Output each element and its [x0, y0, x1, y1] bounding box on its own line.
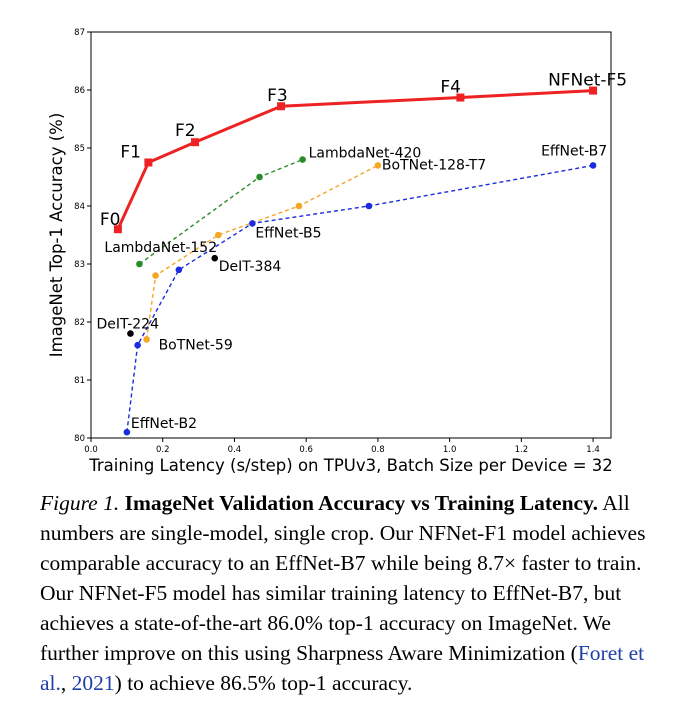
caption-body-text-end: ) to achieve 86.5% top-1 accuracy. — [114, 671, 413, 695]
series-lambdanet — [136, 156, 306, 268]
data-point-effnet — [365, 202, 373, 210]
data-point-botnet — [152, 272, 159, 279]
data-point-nfnet — [456, 93, 465, 102]
data-label-nfnet: F4 — [440, 78, 461, 98]
data-point-lambdanet — [256, 173, 263, 181]
series-deit — [127, 254, 219, 337]
data-label-deit: DeIT-224 — [96, 317, 159, 333]
data-point-lambdanet — [299, 156, 306, 163]
x-tick-label: 0.4 — [228, 445, 242, 455]
data-label-nfnet: NFNet-F5 — [548, 71, 627, 91]
y-tick-label: 81 — [74, 376, 85, 386]
data-label-nfnet: F0 — [100, 210, 121, 230]
data-label-botnet: BoTNet-59 — [159, 337, 233, 353]
x-tick-label: 1.0 — [443, 445, 457, 455]
series-line-effnet — [126, 164, 594, 433]
y-tick-label: 87 — [74, 28, 85, 38]
data-point-effnet — [134, 341, 141, 349]
data-label-nfnet: F2 — [175, 121, 196, 141]
y-tick-label: 83 — [74, 260, 85, 270]
series-line-nfnet — [116, 89, 594, 230]
y-tick-label: 85 — [74, 144, 85, 154]
caption-title: ImageNet Validation Accuracy vs Training… — [124, 491, 599, 515]
plot-frame — [90, 31, 612, 439]
x-tick-label: 1.4 — [586, 445, 600, 455]
data-point-deit — [127, 330, 134, 337]
caption-body-text: All numbers are single-model, single cro… — [40, 491, 646, 665]
caption-citation-author[interactable]: Foret et al. — [40, 641, 645, 695]
data-label-nfnet: F1 — [120, 143, 141, 163]
data-label-deit: DeIT-384 — [219, 259, 282, 275]
figure-caption: Figure 1. ImageNet Validation Accuracy v… — [40, 488, 660, 698]
series-line-botnet — [145, 164, 379, 340]
caption-figure-label: Figure 1. — [40, 491, 120, 515]
data-label-botnet: BoTNet-128-T7 — [382, 157, 486, 173]
data-point-effnet — [249, 220, 256, 227]
x-axis-label: Training Latency (s/step) on TPUv3, Batc… — [88, 456, 613, 475]
data-point-botnet — [143, 336, 150, 343]
y-tick-label: 80 — [74, 434, 85, 444]
data-point-nfnet — [191, 138, 199, 147]
series-botnet — [143, 162, 382, 343]
data-point-botnet — [215, 231, 222, 239]
data-label-nfnet: F3 — [267, 86, 288, 106]
x-tick-label: 1.2 — [515, 445, 529, 455]
caption-citation-year[interactable]: 2021 — [71, 671, 115, 695]
x-tick-label: 0.0 — [84, 445, 98, 455]
x-tick-label: 0.8 — [371, 445, 385, 455]
series-nfnet — [113, 86, 598, 234]
data-label-lambdanet: LambdaNet-152 — [104, 240, 217, 256]
data-point-nfnet — [589, 86, 598, 95]
data-label-effnet: EffNet-B7 — [541, 143, 607, 159]
data-label-effnet: EffNet-B5 — [255, 225, 321, 241]
data-point-effnet — [589, 162, 597, 169]
point-labels: F0 F1 F2 F3 F4 NFNet-F5 LambdaNet-152 LambdaNet… — [96, 71, 627, 433]
x-tick-label: 0.2 — [156, 445, 170, 455]
data-point-nfnet — [277, 102, 286, 111]
data-point-lambdanet — [136, 260, 143, 268]
data-point-nfnet — [144, 158, 153, 167]
y-axis-label: ImageNet Top-1 Accuracy (%) — [47, 113, 66, 358]
series-effnet — [123, 162, 597, 436]
y-tick-label: 82 — [74, 318, 85, 328]
y-tick-label: 84 — [74, 202, 85, 212]
data-point-effnet — [123, 428, 131, 436]
data-point-deit — [211, 254, 219, 262]
y-tick-label: 86 — [74, 86, 85, 96]
data-point-botnet — [295, 202, 303, 210]
series-layer — [113, 86, 598, 436]
data-label-lambdanet: LambdaNet-420 — [309, 146, 422, 162]
chart: 0.0 0.2 0.4 0.6 0.8 1.0 1.2 1.4 80 81 82 83 84 85 86 87… — [47, 28, 627, 475]
x-tick-label: 0.6 — [299, 445, 313, 455]
data-label-effnet: EffNet-B2 — [131, 416, 197, 432]
data-point-nfnet — [113, 225, 122, 234]
caption-citation-separator: , — [60, 671, 72, 695]
data-point-botnet — [374, 162, 382, 169]
data-point-effnet — [175, 266, 183, 274]
axis-ticks: 0.0 0.2 0.4 0.6 0.8 1.0 1.2 1.4 80 81 82 83 84 85 86 87 — [74, 28, 600, 455]
